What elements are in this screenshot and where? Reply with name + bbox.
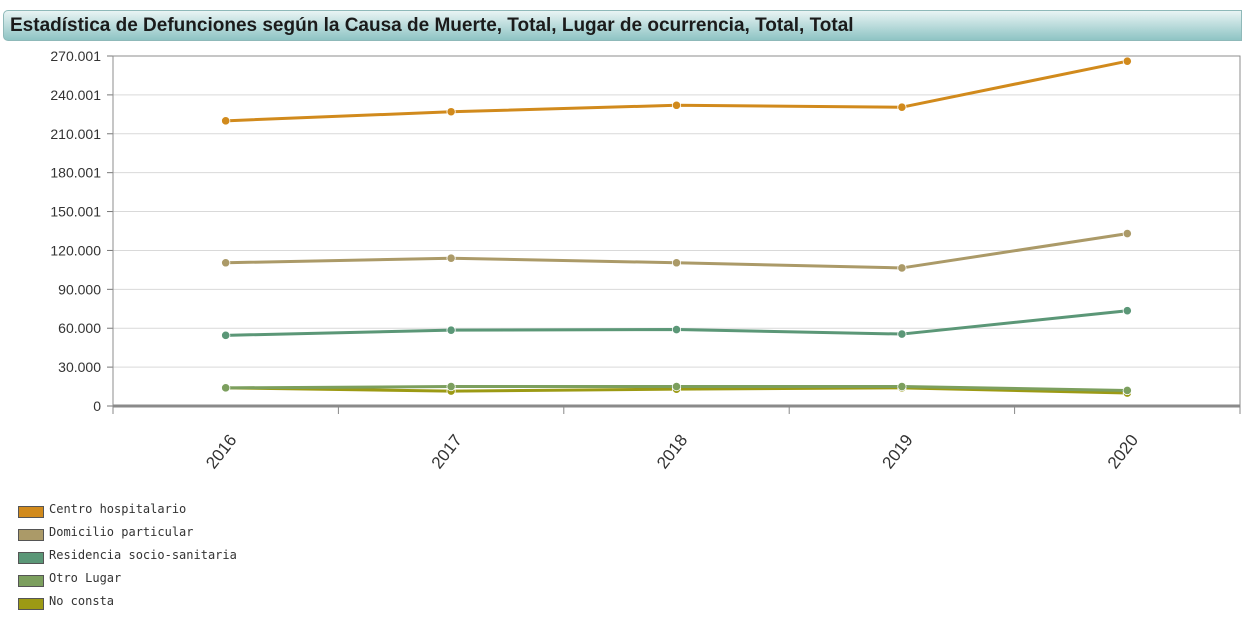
data-point [1122, 56, 1132, 66]
chart-title: Estadística de Defunciones según la Caus… [10, 15, 854, 36]
legend-label: Domicilio particular [49, 525, 194, 539]
legend-swatch [18, 552, 44, 564]
data-point [897, 102, 907, 112]
legend-swatch [18, 529, 44, 541]
data-point [897, 329, 907, 339]
data-point [897, 381, 907, 392]
data-point [221, 258, 231, 268]
data-point [446, 107, 456, 117]
legend-label: Residencia socio-sanitaria [49, 548, 237, 562]
y-tick-label: 60.000 [58, 320, 101, 336]
legend-label: Centro hospitalario [49, 502, 187, 516]
y-tick-label: 120.000 [50, 242, 101, 258]
chart-title-bar: Estadística de Defunciones según la Caus… [3, 10, 1242, 41]
x-tick-label: 2020 [1104, 431, 1142, 473]
y-tick-label: 150.001 [50, 204, 101, 220]
series-line [225, 59, 1128, 123]
data-point [446, 253, 456, 263]
y-tick-label: 180.001 [50, 165, 101, 181]
y-tick-label: 210.001 [50, 126, 101, 142]
legend-label: No consta [49, 594, 115, 608]
legend-swatch [18, 598, 44, 610]
y-tick-label: 90.000 [58, 281, 101, 297]
x-tick-label: 2019 [878, 431, 916, 473]
data-point [897, 263, 907, 273]
data-point [446, 325, 456, 335]
data-point [671, 381, 682, 392]
data-point [1122, 385, 1132, 396]
y-tick-label: 240.001 [50, 87, 101, 103]
data-point [446, 381, 456, 392]
x-tick-label: 2018 [653, 431, 691, 473]
data-point [221, 383, 231, 393]
data-point [1122, 228, 1132, 239]
y-tick-label: 270.001 [50, 48, 101, 64]
data-point [671, 324, 682, 335]
data-point [221, 330, 231, 340]
data-point [221, 116, 231, 126]
y-tick-label: 0 [93, 398, 101, 414]
data-point [671, 258, 682, 268]
x-tick-label: 2016 [202, 431, 240, 473]
x-tick-label: 2017 [428, 431, 466, 473]
legend-label: Otro Lugar [49, 571, 122, 585]
data-point [1122, 306, 1132, 316]
data-point [671, 100, 682, 110]
legend-swatch [18, 506, 44, 518]
legend-swatch [18, 575, 44, 587]
y-tick-label: 30.000 [58, 359, 101, 375]
